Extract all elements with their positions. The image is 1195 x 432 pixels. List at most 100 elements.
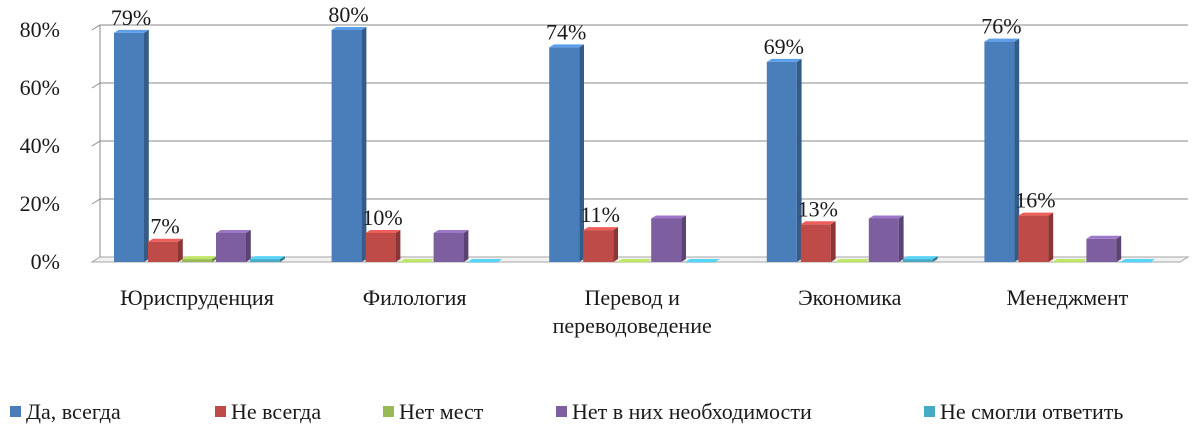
category-label: Перевод и [584, 285, 680, 310]
bar-side [212, 256, 217, 262]
bar [433, 230, 469, 262]
bar [902, 256, 938, 262]
data-label: 80% [328, 2, 368, 27]
bar [651, 215, 686, 262]
bar-side [1116, 235, 1122, 262]
bar-top [216, 230, 251, 233]
bar-side [681, 215, 686, 262]
bar-top [685, 259, 720, 262]
bar-side [579, 44, 584, 263]
legend-swatch [383, 406, 394, 417]
bar-side [898, 215, 904, 262]
bar-top [467, 259, 503, 262]
bar-top [651, 215, 686, 219]
data-label: 16% [1015, 188, 1055, 213]
y-tick-label: 80% [20, 17, 60, 42]
bar-top [583, 227, 618, 231]
bar-front [583, 230, 614, 262]
legend-item: Не смогли ответить [924, 399, 1123, 424]
bar [1086, 235, 1122, 262]
bar-top [617, 259, 652, 262]
bar-side [1014, 38, 1020, 262]
bar-side [1048, 212, 1054, 262]
gridline-depth [91, 140, 101, 147]
bar-top [1018, 212, 1054, 216]
bar [583, 227, 618, 262]
bar [1018, 212, 1054, 262]
bar-front [216, 233, 246, 262]
bar-front [250, 259, 280, 262]
bar [834, 259, 870, 263]
bar [399, 259, 435, 263]
gridline-depth [91, 198, 101, 205]
bar-top [549, 44, 584, 48]
bar-top [433, 230, 469, 233]
bar [617, 259, 652, 263]
legend-item: Нет в них необходимости [556, 399, 812, 424]
data-label: 10% [362, 205, 402, 230]
bar [549, 44, 584, 263]
data-labels: 79% 7% 80% 10% 74% 11% 69% 13% 76% 16% [111, 2, 1056, 239]
y-tick-label: 60% [20, 75, 60, 100]
bar-front [800, 224, 831, 262]
data-label: 76% [981, 14, 1021, 39]
data-label: 11% [580, 202, 620, 227]
bar-side [246, 230, 251, 262]
bar-top [148, 238, 183, 242]
legend-swatch [924, 406, 935, 417]
y-axis: 0% 20% 40% 60% 80% [20, 17, 60, 274]
bar-front [902, 259, 933, 262]
legend-label: Не смогли ответить [940, 399, 1123, 424]
legend-label: Не всегда [231, 399, 321, 424]
bar [467, 259, 503, 263]
bar-top [1120, 259, 1156, 262]
bar-top [1052, 259, 1088, 262]
bar-front [834, 262, 865, 263]
legend-label: Нет мест [399, 399, 484, 424]
legend-label: Да, всегда [26, 399, 121, 424]
bar [331, 27, 367, 262]
bar-side [361, 27, 367, 262]
bar-top [331, 27, 367, 30]
bar-front [148, 241, 178, 262]
bar-front [1018, 215, 1049, 262]
bar [984, 38, 1020, 262]
bar [114, 29, 149, 263]
bar-front [433, 233, 464, 262]
data-label: 13% [798, 196, 838, 221]
category-label: Менеджмент [1007, 285, 1129, 310]
bar-front [365, 233, 396, 262]
gridline-depth [91, 24, 101, 31]
bar-side [178, 238, 183, 262]
bar-side [830, 221, 836, 262]
legend: Да, всегда Не всегда Нет мест Нет в них нео… [10, 399, 1123, 424]
bar [1120, 259, 1156, 263]
y-tick-label: 0% [31, 249, 60, 274]
legend-swatch [10, 406, 21, 417]
bar [182, 256, 217, 262]
bar-top [834, 259, 870, 262]
bar [766, 58, 802, 263]
y-tick-label: 40% [20, 133, 60, 158]
bar-front [1120, 262, 1151, 263]
bar [800, 221, 836, 262]
bar [868, 215, 904, 262]
bar-top [800, 221, 836, 225]
legend-item: Да, всегда [10, 399, 121, 424]
bar-top [250, 256, 285, 260]
bar [365, 230, 401, 262]
bar-front [651, 218, 682, 262]
bar [1052, 259, 1088, 263]
legend-swatch [215, 406, 226, 417]
data-label: 79% [111, 5, 151, 30]
bar-top [114, 29, 149, 33]
bar-side [932, 256, 938, 262]
bar-front [868, 218, 899, 262]
bar-front [114, 32, 144, 263]
bar-top [399, 259, 435, 262]
bar-side [280, 256, 285, 262]
bars [114, 27, 1156, 263]
bar-side [613, 227, 618, 262]
bar-top [1086, 235, 1122, 239]
